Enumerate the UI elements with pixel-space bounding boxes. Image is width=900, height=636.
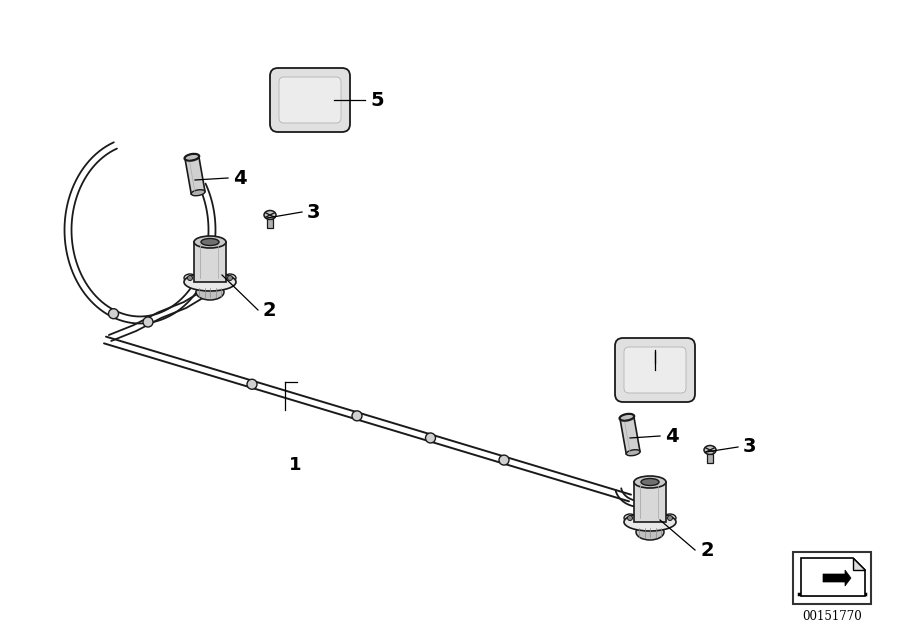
Ellipse shape bbox=[201, 238, 219, 245]
Bar bbox=[194, 242, 226, 282]
Bar bbox=[707, 454, 713, 463]
Circle shape bbox=[187, 275, 193, 280]
Ellipse shape bbox=[636, 524, 664, 540]
Text: 5: 5 bbox=[660, 340, 673, 359]
Ellipse shape bbox=[664, 514, 676, 522]
Circle shape bbox=[627, 516, 633, 520]
Ellipse shape bbox=[224, 274, 236, 282]
Ellipse shape bbox=[184, 274, 196, 282]
Ellipse shape bbox=[704, 445, 716, 455]
Text: 4: 4 bbox=[665, 427, 679, 445]
Ellipse shape bbox=[184, 273, 236, 291]
Text: 5: 5 bbox=[658, 340, 671, 359]
Text: 1: 1 bbox=[289, 456, 302, 474]
Text: 4: 4 bbox=[233, 169, 247, 188]
FancyBboxPatch shape bbox=[279, 77, 341, 123]
Circle shape bbox=[143, 317, 153, 327]
Polygon shape bbox=[620, 416, 640, 454]
Polygon shape bbox=[823, 570, 851, 586]
Text: 2: 2 bbox=[700, 541, 714, 560]
Polygon shape bbox=[853, 558, 865, 570]
Ellipse shape bbox=[196, 284, 224, 300]
Ellipse shape bbox=[624, 514, 636, 522]
Circle shape bbox=[228, 275, 232, 280]
Ellipse shape bbox=[624, 513, 676, 531]
Text: 3: 3 bbox=[307, 202, 320, 221]
Circle shape bbox=[247, 379, 257, 389]
FancyBboxPatch shape bbox=[624, 347, 686, 393]
Bar bbox=[634, 482, 666, 522]
FancyBboxPatch shape bbox=[270, 68, 350, 132]
Ellipse shape bbox=[620, 414, 634, 420]
Ellipse shape bbox=[626, 450, 640, 456]
Ellipse shape bbox=[634, 476, 666, 488]
Circle shape bbox=[426, 433, 436, 443]
Text: 3: 3 bbox=[743, 438, 757, 457]
Ellipse shape bbox=[194, 236, 226, 248]
Bar bbox=[267, 219, 273, 228]
Polygon shape bbox=[801, 558, 865, 596]
Bar bbox=[793, 552, 871, 604]
Circle shape bbox=[109, 308, 119, 319]
Text: 5: 5 bbox=[660, 340, 673, 359]
Ellipse shape bbox=[641, 478, 659, 485]
Text: 5: 5 bbox=[370, 90, 383, 109]
Circle shape bbox=[668, 516, 672, 520]
Text: 00151770: 00151770 bbox=[802, 611, 862, 623]
FancyBboxPatch shape bbox=[615, 338, 695, 402]
Circle shape bbox=[352, 411, 362, 421]
Text: 2: 2 bbox=[263, 300, 276, 319]
Ellipse shape bbox=[191, 190, 205, 196]
Ellipse shape bbox=[264, 211, 276, 219]
Ellipse shape bbox=[185, 155, 199, 160]
Circle shape bbox=[499, 455, 509, 465]
Polygon shape bbox=[185, 156, 205, 194]
